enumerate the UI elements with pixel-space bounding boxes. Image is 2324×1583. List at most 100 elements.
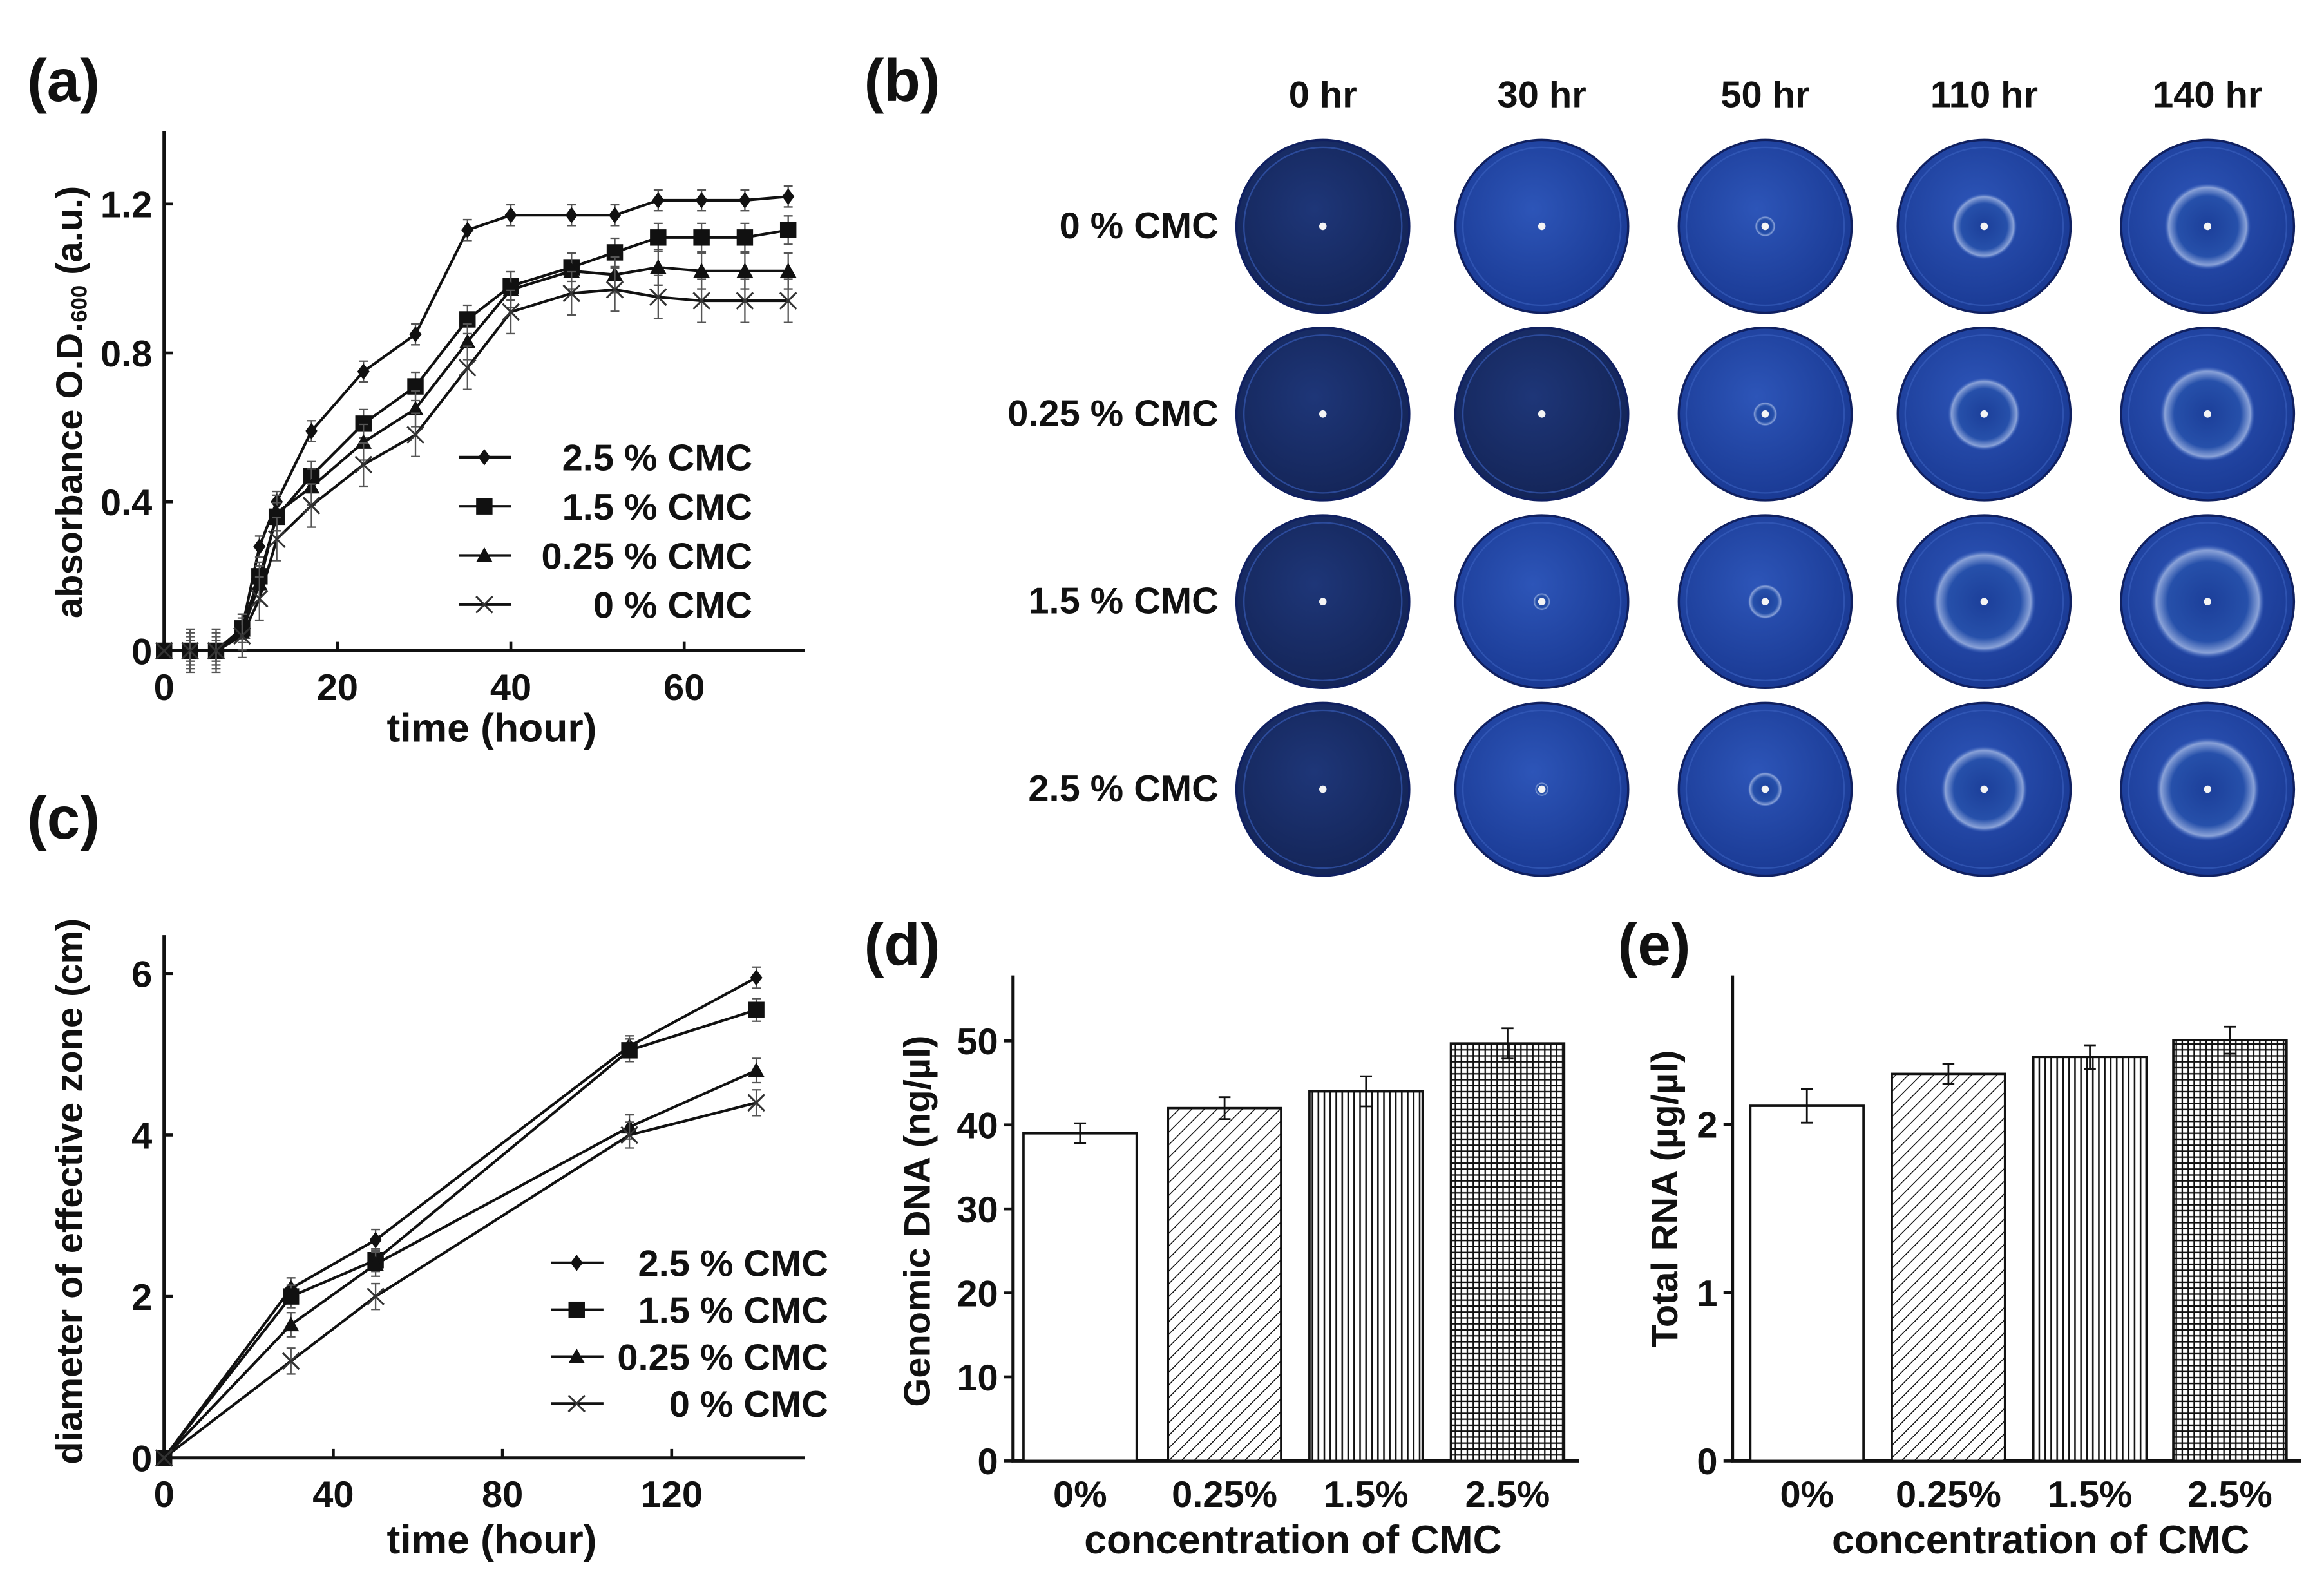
petri-plate — [2120, 138, 2296, 314]
triangle-marker — [650, 259, 667, 274]
plate-rim — [1685, 334, 1845, 494]
panel-label-b: (b) — [864, 47, 940, 114]
cmc-row-label: 2.5 % CMC — [1028, 768, 1218, 810]
plate-rim — [1243, 146, 1403, 307]
x-marker — [367, 1287, 385, 1305]
plate-rim — [1685, 146, 1845, 307]
diamond-marker — [369, 1231, 382, 1249]
cmc-row-label: 0.25 % CMC — [1007, 393, 1219, 434]
triangle-marker — [563, 263, 580, 278]
petri-plate — [2120, 514, 2296, 690]
error-bar — [2224, 1025, 2236, 1055]
y-tick-label: 10 — [957, 1358, 998, 1399]
x-tick-label: 0.25% — [1172, 1474, 1277, 1515]
petri-plate — [1235, 326, 1411, 502]
inoculum-spot — [1538, 785, 1546, 793]
triangle-marker — [502, 281, 519, 296]
triangle-marker — [459, 333, 476, 348]
plate-rim — [1904, 334, 2064, 494]
x-tick-label: 20 — [317, 667, 358, 708]
diamond-marker — [357, 363, 370, 380]
petri-plate — [2120, 326, 2296, 502]
plate-rim — [2128, 709, 2287, 869]
x-tick-label: 40 — [490, 667, 531, 708]
diamond-marker — [253, 538, 266, 555]
petri-plate — [1454, 326, 1630, 502]
y-tick-label: 6 — [131, 954, 152, 996]
square-marker — [748, 1001, 765, 1018]
inoculum-spot — [1319, 222, 1327, 231]
y-axis-label: Genomic DNA (ng/µl) — [897, 1036, 938, 1407]
plate-rim — [1904, 522, 2064, 681]
y-label-unit: (a.u.) — [50, 186, 91, 285]
diamond-marker — [609, 207, 622, 223]
x-marker — [562, 284, 581, 303]
square-marker — [621, 1042, 638, 1059]
panel-label-a: (a) — [27, 47, 100, 114]
petri-plate — [1235, 514, 1411, 690]
y-tick-label: 0.8 — [100, 334, 152, 375]
diamond-marker — [504, 207, 517, 223]
x-tick-label: 120 — [641, 1474, 703, 1515]
x-marker — [155, 1448, 173, 1467]
inoculum-spot — [1319, 410, 1327, 418]
x-marker — [567, 1394, 586, 1413]
square-marker — [736, 229, 754, 246]
x-tick-label: 40 — [312, 1474, 354, 1515]
diamond-marker — [461, 222, 474, 238]
x-tick-label: 0.25% — [1896, 1474, 2001, 1515]
legend-label: 0 % CMC — [593, 585, 752, 627]
effective-zone-chart: 0 2 4 6 0 40 80 120 time (hour) diameter of effec… — [50, 918, 828, 1562]
diamond-marker — [305, 422, 318, 440]
petri-plate — [1454, 701, 1630, 877]
inoculum-spot — [1319, 785, 1327, 793]
inoculum-spot — [1980, 222, 1988, 231]
y-axis-label: absorbance O.D.600 (a.u.) — [50, 186, 92, 618]
x-tick-label: 0% — [1053, 1474, 1107, 1515]
bar — [1167, 1106, 1282, 1463]
x-tick-label: 1.5% — [2048, 1474, 2133, 1515]
x-tick-label: 0% — [1780, 1474, 1834, 1515]
y-tick-label: 0 — [977, 1441, 998, 1483]
time-column-header: 30 hr — [1498, 74, 1586, 115]
inoculum-spot — [1980, 410, 1988, 418]
square-marker — [779, 222, 797, 238]
bar — [1891, 1072, 2006, 1463]
x-marker — [267, 530, 286, 548]
x-marker — [475, 596, 493, 614]
triangle-marker — [779, 263, 797, 278]
x-marker — [779, 292, 797, 310]
x-marker — [281, 1352, 300, 1370]
y-tick-label: 50 — [957, 1021, 998, 1063]
y-tick-label: 0 — [1697, 1441, 1717, 1483]
petri-plate — [1235, 138, 1411, 314]
diamond-marker — [738, 192, 751, 209]
x-marker — [302, 497, 321, 515]
error-bar — [1800, 1088, 1813, 1124]
plate-rim — [1685, 709, 1845, 869]
x-marker — [233, 627, 251, 645]
square-marker — [283, 1288, 300, 1305]
diamond-marker — [782, 188, 795, 205]
panel-label-d: (d) — [864, 911, 940, 978]
x-marker — [620, 1126, 638, 1144]
diamond-marker — [695, 192, 708, 209]
diamond-marker — [409, 326, 422, 343]
y-tick-label: 2 — [131, 1277, 152, 1318]
x-tick-label: 80 — [482, 1474, 523, 1515]
x-marker — [354, 455, 373, 474]
inoculum-spot — [1319, 598, 1327, 605]
diamond-marker — [750, 969, 763, 986]
x-marker — [250, 589, 269, 608]
y-tick-label: 2 — [1697, 1105, 1717, 1146]
x-tick-label: 2.5% — [2187, 1474, 2272, 1515]
y-tick-label: 1.2 — [100, 185, 152, 226]
plate-rim — [1462, 709, 1622, 869]
plate-rim — [1904, 146, 2064, 307]
y-axis-label: diameter of effective zone (cm) — [50, 918, 91, 1465]
petri-plate — [1896, 701, 2072, 877]
plate-rim — [1462, 334, 1622, 494]
x-marker — [649, 288, 667, 307]
square-marker — [650, 229, 667, 246]
